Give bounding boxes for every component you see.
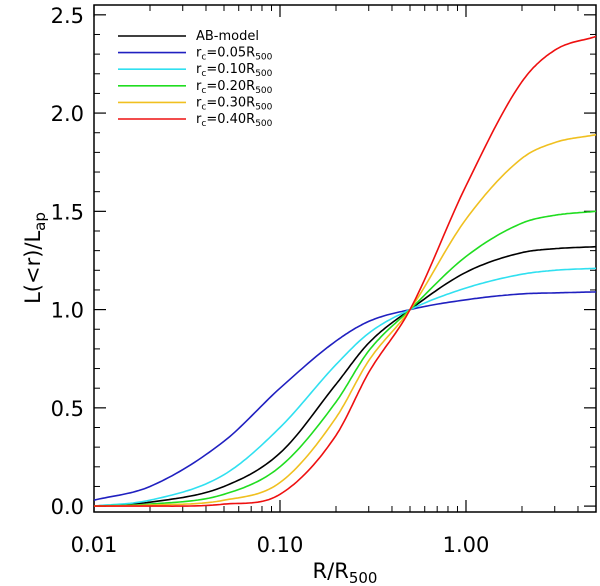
legend-label-main: r bbox=[196, 112, 202, 127]
legend-label-tail: 500 bbox=[255, 69, 272, 79]
y-axis-title-main: L(<r)/L bbox=[21, 231, 45, 304]
legend-label-main: AB-model bbox=[196, 29, 259, 44]
y-tick-label: 0.0 bbox=[51, 495, 84, 519]
legend-label-main: r bbox=[196, 95, 202, 110]
y-tick-label: 0.5 bbox=[51, 397, 84, 421]
y-axis-title-sub: ap bbox=[31, 212, 49, 231]
legend-label-1: rc=0.05R500 bbox=[196, 46, 273, 63]
legend-label-mid: =0.05R bbox=[206, 46, 255, 61]
series-line-5 bbox=[94, 35, 597, 508]
series-line-1 bbox=[93, 291, 597, 501]
legend-label-main: r bbox=[196, 46, 202, 61]
legend-label-0: AB-model bbox=[196, 29, 259, 44]
legend-label-mid: =0.20R bbox=[206, 79, 255, 94]
ticks bbox=[93, 5, 597, 512]
plot-area: 0.01 0.10 1.00 0.0 0.5 1.0 1.5 2.0 2.5 AB-model r… bbox=[51, 4, 597, 557]
y-axis-title: L(<r)/Lap bbox=[21, 212, 49, 304]
x-tick-label: 0.01 bbox=[71, 533, 118, 557]
x-axis-title: R/R500 bbox=[313, 559, 378, 586]
legend-label-sub: c bbox=[201, 53, 206, 63]
legend-label-sub: c bbox=[201, 102, 206, 112]
legend-label-tail: 500 bbox=[255, 119, 272, 129]
legend-label-tail: 500 bbox=[255, 86, 272, 96]
legend-label-2: rc=0.10R500 bbox=[196, 62, 273, 79]
x-axis-title-main: R/R bbox=[313, 559, 349, 583]
y-tick-label: 2.0 bbox=[51, 102, 84, 126]
legend-label-mid: =0.10R bbox=[206, 62, 255, 77]
legend-label-5: rc=0.40R500 bbox=[196, 112, 273, 129]
legend-label-sub: c bbox=[201, 119, 206, 129]
legend-label-main: r bbox=[196, 62, 202, 77]
series-lines bbox=[93, 35, 597, 508]
plot-frame bbox=[93, 4, 597, 513]
legend-label-4: rc=0.30R500 bbox=[196, 95, 273, 112]
series-line-3 bbox=[93, 210, 597, 507]
x-tick-label: 0.10 bbox=[257, 533, 304, 557]
x-tick-label: 1.00 bbox=[443, 533, 490, 557]
legend-label-sub: c bbox=[201, 86, 206, 96]
y-tick-label: 1.0 bbox=[51, 299, 84, 323]
x-axis-title-sub: 500 bbox=[349, 569, 378, 586]
tick-labels: 0.01 0.10 1.00 0.0 0.5 1.0 1.5 2.0 2.5 bbox=[51, 4, 490, 557]
legend-label-tail: 500 bbox=[255, 53, 272, 63]
y-tick-label: 1.5 bbox=[51, 200, 84, 224]
legend: AB-modelrc=0.05R500rc=0.10R500rc=0.20R50… bbox=[118, 29, 273, 129]
series-line-0 bbox=[93, 245, 597, 507]
legend-label-3: rc=0.20R500 bbox=[196, 79, 273, 96]
legend-label-mid: =0.40R bbox=[206, 112, 255, 127]
series-line-2 bbox=[93, 267, 597, 507]
y-tick-label: 2.5 bbox=[51, 4, 84, 28]
legend-label-sub: c bbox=[201, 69, 206, 79]
legend-label-mid: =0.30R bbox=[206, 95, 255, 110]
legend-label-tail: 500 bbox=[255, 102, 272, 112]
series-line-4 bbox=[94, 133, 597, 507]
legend-label-main: r bbox=[196, 79, 202, 94]
